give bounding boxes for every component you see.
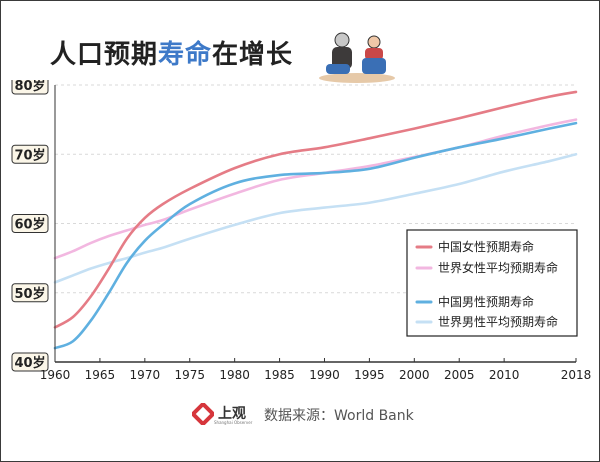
- title-part-1: 人口预期: [50, 40, 159, 70]
- logo-subtitle: Shanghai Observer: [214, 420, 253, 425]
- legend-label: 中国男性预期寿命: [438, 294, 534, 309]
- y-tick-box: [11, 144, 49, 164]
- x-tick-label: 2018: [561, 368, 592, 382]
- legend-label: 世界女性平均预期寿命: [438, 260, 558, 275]
- shanghai-observer-logo-icon: [192, 403, 214, 425]
- x-tick-label: 1985: [264, 368, 295, 382]
- x-tick-label: 1965: [85, 368, 116, 382]
- title-part-highlight: 寿命: [158, 40, 213, 70]
- data-source: 数据来源：World Bank: [264, 408, 414, 424]
- legend-box: [406, 229, 578, 337]
- elderly-people-illustration: [319, 32, 395, 83]
- legend-label: 中国女性预期寿命: [438, 239, 534, 254]
- title-part-3: 在增长: [212, 40, 294, 70]
- y-tick-label: 70岁: [14, 147, 45, 163]
- y-tick-box: [11, 80, 49, 95]
- y-tick-box: [11, 283, 49, 303]
- x-tick-label: 1980: [219, 368, 250, 382]
- series-line-0: [53, 90, 578, 329]
- x-tick-label: 1960: [40, 368, 71, 382]
- x-tick-label: 1990: [309, 368, 340, 382]
- series-lines: [53, 90, 578, 350]
- y-tick-label: 60岁: [14, 217, 45, 233]
- y-tick-label: 50岁: [14, 286, 45, 302]
- y-tick-label: 80岁: [14, 80, 45, 94]
- y-tick-box: [11, 352, 49, 372]
- line-chart: 40岁 50岁 60岁 70岁 80岁 1960 1965 1970 1975 1980 1985 1…: [11, 80, 592, 382]
- x-tick-label: 2005: [444, 368, 475, 382]
- x-tick-label: 2010: [489, 368, 520, 382]
- y-tick-label: 40岁: [14, 355, 45, 371]
- logo-text: 上观: [218, 406, 246, 422]
- axes: 40岁 50岁 60岁 70岁 80岁 1960 1965 1970 1975 1980 1985 1…: [11, 80, 592, 382]
- y-tick-box: [11, 214, 49, 233]
- series-line-3: [53, 152, 578, 284]
- legend-label: 世界男性平均预期寿命: [438, 314, 558, 329]
- x-tick-label: 1995: [354, 368, 385, 382]
- series-line-2: [53, 121, 578, 350]
- x-tick-label: 1970: [130, 368, 161, 382]
- x-tick-label: 1975: [174, 368, 205, 382]
- page-title: 人口预期寿命在增长: [50, 34, 293, 71]
- x-tick-label: 2000: [399, 368, 430, 382]
